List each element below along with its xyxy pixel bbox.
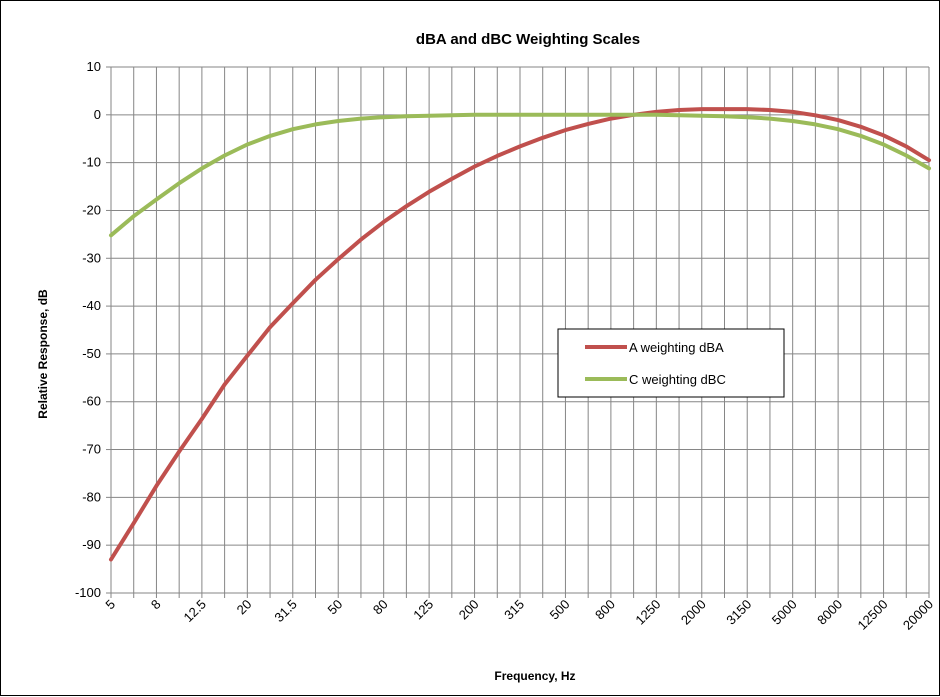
y-tick-label: -80 [82, 489, 101, 504]
x-tick-label: 8 [148, 597, 164, 613]
series-lines [109, 107, 931, 562]
y-tick-label: 10 [87, 59, 101, 74]
x-tick-label: 3150 [723, 597, 754, 628]
x-tick-labels: 5 8 12.5 20 31.5 50 80 125 200 315 500 800 1250 2000 3… [102, 597, 936, 633]
x-tick-label: 500 [547, 597, 573, 623]
y-tick-label: -40 [82, 298, 101, 313]
x-tick-label: 315 [501, 597, 527, 623]
axes [106, 66, 930, 598]
y-axis-label: Relative Response, dB [36, 289, 50, 419]
y-tick-label: -20 [82, 202, 101, 217]
y-tick-label: -60 [82, 394, 101, 409]
y-tick-label: 0 [94, 107, 101, 122]
x-tick-label: 80 [370, 597, 391, 618]
y-tick-label: -50 [82, 346, 101, 361]
y-tick-label: -100 [75, 585, 101, 600]
x-tick-label: 50 [325, 597, 346, 618]
chart-title: dBA and dBC Weighting Scales [416, 31, 640, 48]
x-tick-label: 8000 [814, 597, 845, 628]
series-line-c-weighting [109, 112, 931, 238]
x-tick-label: 20 [234, 597, 255, 618]
x-tick-label: 200 [456, 597, 482, 623]
x-tick-label: 12500 [855, 597, 891, 633]
x-tick-label: 5000 [769, 597, 800, 628]
x-axis-label: Frequency, Hz [494, 669, 575, 683]
series-line-a-weighting [109, 107, 931, 562]
x-tick-label: 5 [102, 597, 118, 613]
legend-label-a-weighting: A weighting dBA [629, 340, 724, 355]
x-tick-label: 1250 [632, 597, 663, 628]
x-tick-label: 800 [592, 597, 618, 623]
y-tick-labels: 10 0 -10 -20 -30 -40 -50 -60 -70 -80 -90 -100 [75, 59, 101, 600]
y-tick-label: -90 [82, 537, 101, 552]
legend-box [557, 328, 785, 398]
x-tick-label: 12.5 [181, 597, 210, 626]
x-tick-label: 31.5 [271, 597, 300, 626]
legend: A weighting dBA C weighting dBC [557, 328, 785, 398]
y-tick-label: -10 [82, 155, 101, 170]
x-tick-label: 20000 [900, 597, 936, 633]
y-tick-label: -30 [82, 250, 101, 265]
y-tick-label: -70 [82, 442, 101, 457]
x-tick-label: 125 [410, 597, 436, 623]
x-tick-label: 2000 [678, 597, 709, 628]
legend-label-c-weighting: C weighting dBC [629, 372, 726, 387]
